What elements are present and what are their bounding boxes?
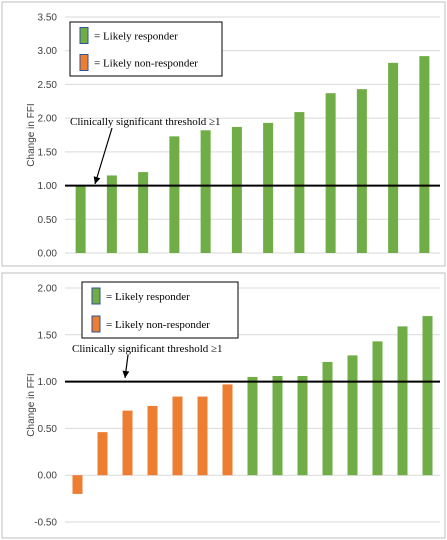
panel-a-bar-11 [388, 62, 399, 254]
panel-a-threshold-label: Clinically significant threshold ≥1 [70, 116, 221, 128]
panel-b-ytick-label: -0.50 [34, 518, 57, 529]
panel-a-legend-label-2: = Likely non-responder [94, 58, 198, 70]
panel-a-bar-7 [263, 122, 274, 253]
panel-b-bar-14 [397, 326, 408, 476]
panel-b-bar-11 [322, 361, 333, 476]
panel-b-ytick-label: 1.50 [38, 330, 58, 341]
panel-b-ytick-label: 1.00 [38, 377, 58, 388]
panel-a-ytick-label: 2.00 [38, 114, 58, 125]
panel-b-ytick-label: 2.00 [38, 284, 58, 295]
panel-b-bar-1 [72, 475, 83, 494]
panel-b-ytick-label: 0.50 [38, 424, 58, 435]
panel-b-bar-9 [272, 375, 283, 476]
panel-b-threshold-label: Clinically significant threshold ≥1 [72, 343, 223, 355]
panel-b-bar-2 [97, 432, 108, 476]
panel-b-bar-7 [222, 384, 233, 476]
panel-a-bar-10 [356, 89, 367, 253]
panel-b-legend-swatch-2 [91, 315, 101, 333]
panel-a-bar-8 [294, 112, 305, 254]
panel-b-legend-box [81, 281, 239, 339]
panel-b-ylabel: Change in FFI [26, 373, 37, 436]
panel-b-bar-3 [122, 410, 133, 476]
panel-b-bar-10 [297, 375, 308, 476]
panel-a-bar-6 [231, 126, 242, 253]
panel-a-bar-4 [169, 136, 180, 253]
panel-a-ytick-label: 0.00 [38, 249, 58, 260]
panel-b-arrow-head [122, 370, 130, 378]
panel-b-legend-swatch-1 [91, 287, 101, 305]
panel-b-bar-12 [347, 355, 358, 476]
panel-a-ytick-label: 3.00 [38, 46, 58, 57]
panel-a-bar-3 [138, 172, 149, 253]
panel-a-legend-label-1: = Likely responder [94, 31, 178, 43]
panel-a-bar-5 [200, 130, 211, 253]
panel-a-ytick-label: 3.50 [38, 13, 58, 24]
panel-b-legend-label-2: = Likely non-responder [106, 319, 210, 331]
panel-a-ytick-label: 1.00 [38, 181, 58, 192]
panel-b-bar-8 [247, 376, 258, 476]
panel-a-legend-swatch-2 [79, 54, 89, 71]
panel-a-bar-2 [106, 175, 117, 253]
panel-a-ytick-label: 2.50 [38, 80, 58, 91]
panel-a-legend-box [69, 21, 223, 77]
panel-a-ytick-label: 1.50 [38, 147, 58, 158]
panel-a-bar-12 [419, 56, 430, 254]
panel-b-legend-label-1: = Likely responder [106, 291, 190, 303]
panel-b-ytick-label: 0.00 [38, 471, 58, 482]
panel-a-arrow-shaft [94, 127, 113, 185]
panel-a-legend-swatch-1 [79, 27, 89, 44]
panel-a-bar-1 [75, 185, 86, 253]
panel-b-bar-6 [197, 396, 208, 476]
panel-b-bar-4 [147, 405, 158, 476]
panel-a-ytick-label: 0.50 [38, 215, 58, 226]
panel-a-frame [1, 1, 446, 267]
panel-a-bar-9 [325, 93, 336, 254]
panel-b-bar-13 [372, 341, 383, 476]
panel-b-bar-15 [422, 316, 433, 476]
panel-b-bar-5 [172, 396, 183, 476]
panel-a-ylabel: Change in FFI [26, 103, 37, 166]
panel-a-arrow-head [93, 176, 101, 184]
